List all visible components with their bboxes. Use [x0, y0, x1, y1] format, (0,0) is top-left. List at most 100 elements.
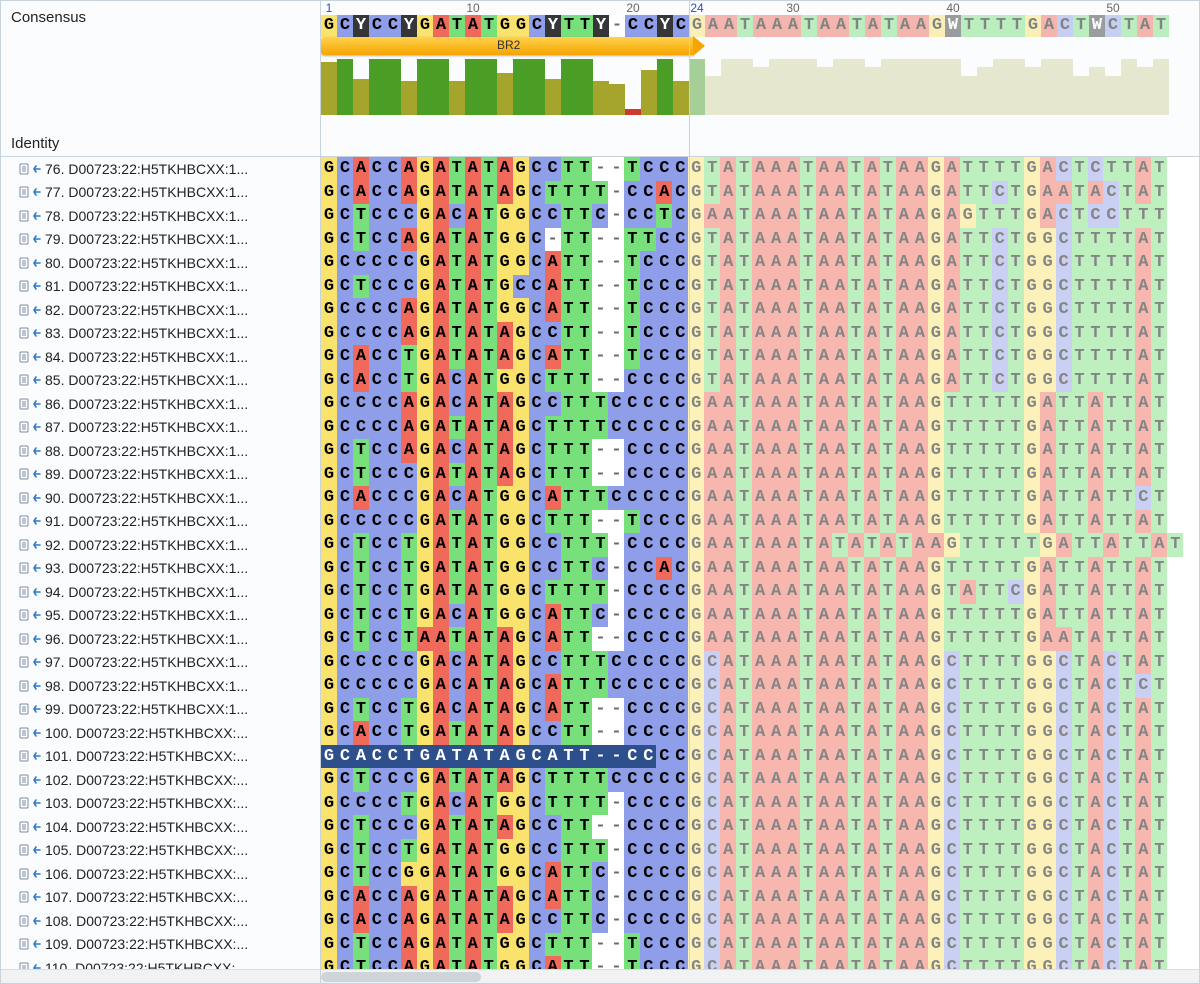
- alignment-row[interactable]: GCACCTGATATAGCCTT--CCCCGCATAAATAATATAAGC…: [321, 721, 1199, 745]
- sequence-list-item[interactable]: 93. D00723:22:H5TKHBCXX:1...: [1, 557, 320, 581]
- alignment-row[interactable]: GCCCCCGACATAGCCTTTCCCCCGCATAAATAATATAAGC…: [321, 651, 1199, 675]
- alignment-row[interactable]: GCTCCAGATATGGC-TT--TTCCGTATAAATAATATAAGA…: [321, 228, 1199, 252]
- sequence-base: A: [1135, 933, 1151, 957]
- alignment-row[interactable]: GCCCCAGACATAGCCTTTCCCCCGAATAAATAATATAAGT…: [321, 392, 1199, 416]
- alignment-row[interactable]: GCTCCCGATATAGCCTT--CCCCGCATAAATAATATAAGC…: [321, 815, 1199, 839]
- annotation-track[interactable]: BR2: [321, 37, 1199, 57]
- sequence-list-item[interactable]: 98. D00723:22:H5TKHBCXX:1...: [1, 674, 320, 698]
- consensus-base: Y: [401, 15, 417, 37]
- alignment-row[interactable]: GCCCCTGACATGGCTTTT-CCCCGCATAAATAATATAAGC…: [321, 792, 1199, 816]
- alignment-row[interactable]: GCTCCTGATATGGCCTTT-CCCCGCATAAATAATATAAGC…: [321, 839, 1199, 863]
- sequence-list-item[interactable]: 94. D00723:22:H5TKHBCXX:1...: [1, 580, 320, 604]
- sequence-list-item[interactable]: 103. D00723:22:H5TKHBCXX:...: [1, 792, 320, 816]
- sequence-list-item[interactable]: 110. D00723:22:H5TKHBCXX:...: [1, 956, 320, 969]
- sequence-base: A: [401, 392, 417, 416]
- sequence-list-item[interactable]: 96. D00723:22:H5TKHBCXX:1...: [1, 627, 320, 651]
- sequence-list-item[interactable]: 82. D00723:22:H5TKHBCXX:1...: [1, 298, 320, 322]
- alignment-row[interactable]: GCACCAGATATAGCATTC-CCCCGCATAAATAATATAAGC…: [321, 886, 1199, 910]
- document-icon: [19, 868, 30, 880]
- alignment-row[interactable]: GCTCCTGATATGGCCTTC-CCACGAATAAATAATATAAGT…: [321, 557, 1199, 581]
- alignment-row[interactable]: GCTCCTGACATAGCATT--CCCCGCATAAATAATATAAGC…: [321, 698, 1199, 722]
- sequence-base: A: [545, 251, 561, 275]
- alignment-row[interactable]: GCCCCCGATATGGCTTT--TCCCGAATAAATAATATAAGT…: [321, 510, 1199, 534]
- alignment-row[interactable]: GCTCCAGACATAGCTTT--CCCCGAATAAATAATATAAGT…: [321, 439, 1199, 463]
- alignment-row[interactable]: GCTCCCGATATGCCATT--TCCCGTATAAATAATATAAGA…: [321, 275, 1199, 299]
- sequence-list-item[interactable]: 81. D00723:22:H5TKHBCXX:1...: [1, 275, 320, 299]
- alignment-row[interactable]: GCTCCAGATATGGCTTT--TCCCGCATAAATAATATAAGC…: [321, 933, 1199, 957]
- sequence-base: G: [1040, 745, 1056, 769]
- horizontal-scrollbar[interactable]: [321, 969, 1199, 983]
- alignment-row[interactable]: GCACCAGATATAGCTTTT-CCACGTATAAATAATATAAGA…: [321, 181, 1199, 205]
- sequence-list-item[interactable]: 83. D00723:22:H5TKHBCXX:1...: [1, 322, 320, 346]
- sequence-base: T: [848, 839, 864, 863]
- sequence-base: T: [545, 369, 561, 393]
- sequence-list-item[interactable]: 102. D00723:22:H5TKHBCXX:...: [1, 768, 320, 792]
- alignment-row[interactable]: GCCCCAGATATAGCCTT--TCCCGTATAAATAATATAAGA…: [321, 322, 1199, 346]
- sequence-list-item[interactable]: 78. D00723:22:H5TKHBCXX:1...: [1, 204, 320, 228]
- alignment-row[interactable]: GCTCCTGATATGGCTTTT-CCCCGAATAAATAATATAAGT…: [321, 580, 1199, 604]
- sequence-list-item[interactable]: 85. D00723:22:H5TKHBCXX:1...: [1, 369, 320, 393]
- alignment-row[interactable]: GCTCCGGATATGGCATTC-CCCCGCATAAATAATATAAGC…: [321, 862, 1199, 886]
- sequence-base: G: [417, 463, 433, 487]
- sequence-list-item[interactable]: 101. D00723:22:H5TKHBCXX:...: [1, 745, 320, 769]
- sequence-base: -: [592, 933, 608, 957]
- alignment-row[interactable]: GCACCAGATATAGCCTT--TCCCGTATAAATAATATAAGA…: [321, 157, 1199, 181]
- alignment-row[interactable]: GCTCCTGATATGGCCTTT-CCCCGAATAAATATATATAAG…: [321, 533, 1199, 557]
- sequence-list-item[interactable]: 80. D00723:22:H5TKHBCXX:1...: [1, 251, 320, 275]
- sequence-list-item[interactable]: 76. D00723:22:H5TKHBCXX:1...: [1, 157, 320, 181]
- sequence-list-item[interactable]: 79. D00723:22:H5TKHBCXX:1...: [1, 228, 320, 252]
- sequence-list-item[interactable]: 109. D00723:22:H5TKHBCXX:...: [1, 933, 320, 957]
- left-scrollbar[interactable]: [1, 969, 320, 983]
- sequence-list-item[interactable]: 100. D00723:22:H5TKHBCXX:...: [1, 721, 320, 745]
- alignment-row[interactable]: GCCCCCGACATAGCATTTCCCCCGCATAAATAATATAAGC…: [321, 674, 1199, 698]
- sequence-alignment-grid[interactable]: GCACCAGATATAGCCTT--TCCCGTATAAATAATATAAGA…: [321, 157, 1199, 969]
- alignment-row[interactable]: GCTCCTGACATGGCATTC-CCCCGAATAAATAATATAAGT…: [321, 604, 1199, 628]
- alignment-row[interactable]: GCCCCAGATATAGCTTTTCCCCCGAATAAATAATATAAGT…: [321, 416, 1199, 440]
- sequence-base: T: [449, 862, 465, 886]
- alignment-row[interactable]: GCTCCAGATATGGCATT--TCCCGCATAAATAATATAAGC…: [321, 956, 1199, 969]
- sequence-base: -: [608, 345, 624, 369]
- sequence-base: T: [449, 721, 465, 745]
- alignment-row[interactable]: GCTCCCGATATAGCTTTTCCCCCGCATAAATAATATAAGC…: [321, 768, 1199, 792]
- sequence-list-item[interactable]: 95. D00723:22:H5TKHBCXX:1...: [1, 604, 320, 628]
- sequence-list-item[interactable]: 99. D00723:22:H5TKHBCXX:1...: [1, 698, 320, 722]
- sequence-list-item[interactable]: 92. D00723:22:H5TKHBCXX:1...: [1, 533, 320, 557]
- sequence-base: C: [672, 322, 688, 346]
- sequence-base: A: [896, 369, 912, 393]
- alignment-row[interactable]: GCCCCCGATATGGCATT--TCCCGTATAAATAATATAAGA…: [321, 251, 1199, 275]
- sequence-base: C: [385, 627, 401, 651]
- alignment-row[interactable]: GCTCCTAATATAGCATT--CCCCGAATAAATAATATAAGT…: [321, 627, 1199, 651]
- sequence-name-list[interactable]: 76. D00723:22:H5TKHBCXX:1... 77. D00723:…: [1, 157, 320, 969]
- sequence-base: A: [465, 839, 481, 863]
- alignment-row[interactable]: GCCCCAGATATGGCATT--TCCCGTATAAATAATATAAGA…: [321, 298, 1199, 322]
- sequence-name-label: 107. D00723:22:H5TKHBCXX:...: [45, 889, 248, 905]
- alignment-row[interactable]: GCACCTGATATAGCATT--CCCCGCATAAATAATATAAGC…: [321, 745, 1199, 769]
- sequence-list-item[interactable]: 86. D00723:22:H5TKHBCXX:1...: [1, 392, 320, 416]
- sequence-base: C: [640, 627, 656, 651]
- sequence-list-item[interactable]: 106. D00723:22:H5TKHBCXX:...: [1, 862, 320, 886]
- sequence-base: T: [449, 275, 465, 299]
- sequence-base: A: [1088, 510, 1104, 534]
- scroll-thumb[interactable]: [321, 972, 481, 982]
- sequence-list-item[interactable]: 89. D00723:22:H5TKHBCXX:1...: [1, 463, 320, 487]
- alignment-row[interactable]: GCACCAGATATAGCCTTC-CCCCGCATAAATAATATAAGC…: [321, 909, 1199, 933]
- sequence-base: -: [592, 322, 608, 346]
- sequence-list-item[interactable]: 108. D00723:22:H5TKHBCXX:...: [1, 909, 320, 933]
- sequence-list-item[interactable]: 88. D00723:22:H5TKHBCXX:1...: [1, 439, 320, 463]
- sequence-list-item[interactable]: 107. D00723:22:H5TKHBCXX:...: [1, 886, 320, 910]
- sequence-list-item[interactable]: 105. D00723:22:H5TKHBCXX:...: [1, 839, 320, 863]
- sequence-list-item[interactable]: 104. D00723:22:H5TKHBCXX:...: [1, 815, 320, 839]
- sequence-list-item[interactable]: 97. D00723:22:H5TKHBCXX:1...: [1, 651, 320, 675]
- sequence-list-item[interactable]: 84. D00723:22:H5TKHBCXX:1...: [1, 345, 320, 369]
- sequence-list-item[interactable]: 90. D00723:22:H5TKHBCXX:1...: [1, 486, 320, 510]
- alignment-row[interactable]: GCACCTGATATAGCATT--TCCCGTATAAATAATATAAGA…: [321, 345, 1199, 369]
- sequence-list-item[interactable]: 91. D00723:22:H5TKHBCXX:1...: [1, 510, 320, 534]
- alignment-row[interactable]: GCACCCGACATGGCATTTCCCCCGAATAAATAATATAAGT…: [321, 486, 1199, 510]
- sequence-base: G: [688, 956, 704, 969]
- sequence-list-item[interactable]: 87. D00723:22:H5TKHBCXX:1...: [1, 416, 320, 440]
- sequence-base: A: [1135, 275, 1151, 299]
- alignment-row[interactable]: GCTCCCGACATGGCCTTC-CCTCGAATAAATAATATAAGA…: [321, 204, 1199, 228]
- sequence-list-item[interactable]: 77. D00723:22:H5TKHBCXX:1...: [1, 181, 320, 205]
- alignment-row[interactable]: GCACCTGACATGGCTTT--CCCCGTATAAATAATATAAGA…: [321, 369, 1199, 393]
- alignment-row[interactable]: GCTCCCGATATAGCTTT--CCCCGAATAAATAATATAAGT…: [321, 463, 1199, 487]
